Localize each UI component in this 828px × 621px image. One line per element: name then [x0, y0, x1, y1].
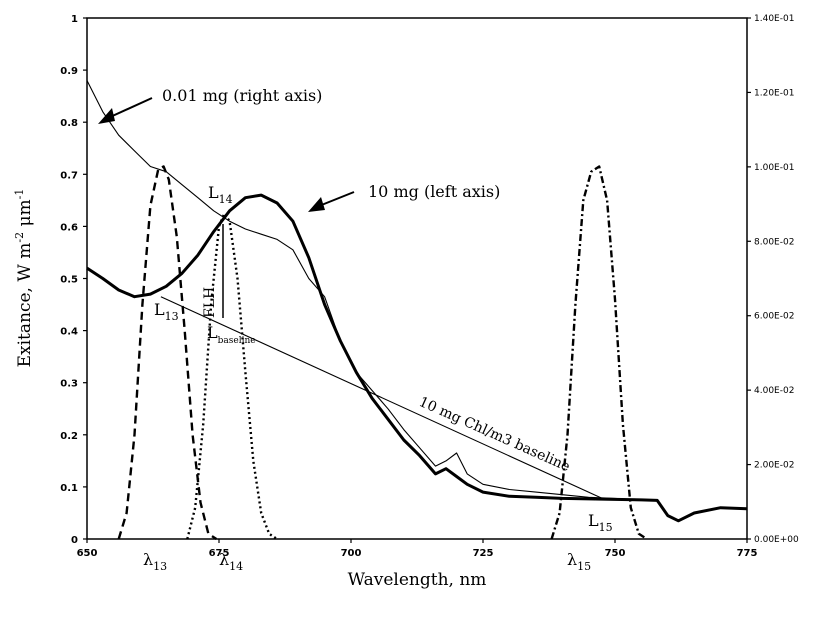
y-axis-title-mid: μm	[15, 199, 35, 232]
series-line-2	[117, 165, 218, 541]
series-line-3	[186, 212, 278, 541]
y-tick-label: 0.2	[60, 431, 78, 442]
x-tick-label: 675	[209, 548, 230, 559]
y2-tick-label: 1.00E-01	[754, 163, 794, 173]
y2-tick-label: 1.20E-01	[754, 88, 794, 98]
label-lambda13: λ13	[143, 550, 167, 573]
y-axis-title-sup2: -1	[13, 189, 26, 200]
label-lbaseline-sub: baseline	[218, 336, 256, 346]
x-axis-title: Wavelength, nm	[348, 570, 487, 590]
y-axis-title: Exitance, W m-2 μm-1	[13, 189, 35, 368]
arrow-001mg	[98, 97, 153, 124]
label-lambda15: λ15	[567, 550, 591, 573]
y2-tick-label: 6.00E-02	[754, 312, 794, 322]
label-10mg: 10 mg (left axis)	[368, 182, 500, 201]
label-l13-sub: 13	[165, 310, 179, 323]
y-axis-title-main: Exitance, W m	[15, 243, 35, 368]
arrow-10mg	[308, 191, 355, 212]
y-tick-label: 0.1	[60, 483, 78, 494]
y-tick-label: 0.6	[60, 222, 78, 233]
y-tick-label: 0.3	[60, 379, 78, 390]
y-tick-label: 0	[71, 535, 78, 546]
x-tick-label: 650	[77, 548, 98, 559]
series-line-1	[86, 80, 658, 502]
x-tick-label: 750	[605, 548, 626, 559]
y-tick-label: 0.7	[60, 170, 78, 181]
series-line-4	[550, 165, 648, 541]
label-l14-sub: 14	[219, 193, 233, 206]
label-l15-sub: 15	[599, 521, 613, 534]
y-tick-label: 1	[71, 14, 78, 25]
right-axis-ticks: 0.00E+00 2.00E-02 4.00E-02 6.00E-02 8.00E-02…	[747, 14, 799, 545]
label-lambda15-sub: 15	[577, 560, 591, 573]
y2-tick-label: 4.00E-02	[754, 386, 794, 396]
label-l15: L15	[588, 511, 613, 534]
y-tick-label: 0.4	[60, 327, 78, 338]
label-l13-main: L	[154, 300, 165, 319]
label-l15-main: L	[588, 511, 599, 530]
x-axis-ticks: 650 675 700 725 750 775	[77, 539, 758, 559]
label-lambda14-main: λ	[219, 550, 229, 569]
label-lambda15-main: λ	[567, 550, 577, 569]
x-tick-label: 700	[341, 548, 362, 559]
label-l13: L13	[154, 300, 179, 323]
label-lambda13-sub: 13	[153, 560, 167, 573]
y2-tick-label: 1.40E-01	[754, 14, 794, 24]
label-lambda13-main: λ	[143, 550, 153, 569]
label-lbaseline-main: L	[207, 323, 218, 342]
label-lambda14: λ14	[219, 550, 243, 573]
y-tick-label: 0.9	[60, 66, 78, 77]
y-tick-label: 0.8	[60, 118, 78, 129]
y2-tick-label: 0.00E+00	[754, 535, 799, 545]
y-tick-label: 0.5	[60, 275, 78, 286]
y2-tick-label: 2.00E-02	[754, 461, 794, 471]
series-line-5	[160, 296, 605, 500]
y2-tick-label: 8.00E-02	[754, 237, 794, 247]
series-layer	[86, 80, 748, 541]
label-flh: FLH	[202, 287, 218, 318]
label-l14: L14	[208, 183, 233, 206]
label-lbaseline: Lbaseline	[207, 323, 256, 346]
x-tick-label: 725	[473, 548, 494, 559]
label-l14-main: L	[208, 183, 219, 202]
y-axis-title-sup1: -2	[13, 232, 26, 243]
label-lambda14-sub: 14	[229, 560, 243, 573]
x-tick-label: 775	[737, 548, 758, 559]
label-001mg: 0.01 mg (right axis)	[162, 86, 322, 105]
label-baseline: 10 mg Chl/m3 baseline	[416, 394, 572, 475]
left-axis-ticks: 0 0.1 0.2 0.3 0.4 0.5 0.6 0.7 0.8 0.9 1	[60, 14, 87, 546]
